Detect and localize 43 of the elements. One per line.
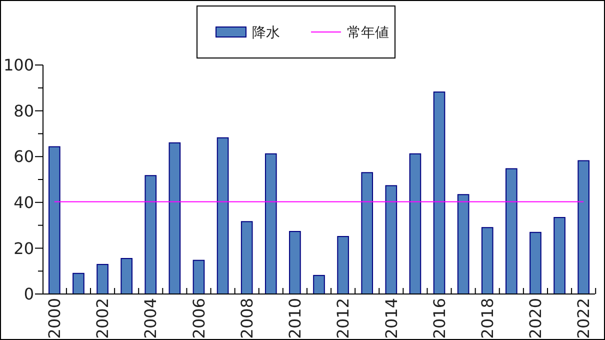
x-tick-label: 2012 — [334, 298, 353, 339]
x-tick-label: 2000 — [45, 298, 64, 339]
bar — [361, 172, 374, 294]
x-tick-label: 2002 — [93, 298, 112, 339]
x-tick-label: 2018 — [478, 298, 497, 339]
y-tick-label: 20 — [14, 238, 34, 258]
x-tick-label: 2014 — [382, 298, 401, 339]
bar — [96, 264, 108, 294]
bar — [72, 272, 84, 294]
bar — [506, 168, 518, 294]
bar — [120, 258, 132, 294]
bar — [530, 232, 542, 294]
y-tick-label: 40 — [14, 193, 34, 212]
bar — [409, 153, 422, 294]
bar — [313, 274, 325, 294]
bar — [385, 185, 398, 294]
x-tick-label: 2008 — [237, 298, 256, 339]
bar — [433, 92, 446, 294]
bar — [554, 217, 566, 294]
legend-label: 常年値 — [347, 24, 389, 41]
y-tick-label: 0 — [24, 284, 34, 304]
bar — [337, 236, 349, 294]
bar — [264, 153, 277, 294]
y-tick-label: 100 — [3, 56, 34, 75]
bar — [240, 221, 253, 294]
bar — [481, 227, 494, 294]
bar — [144, 175, 157, 294]
bar — [578, 160, 590, 294]
x-tick-label: 2022 — [574, 298, 594, 339]
y-tick-label: 60 — [14, 147, 34, 166]
bar — [457, 194, 470, 294]
bar — [168, 142, 181, 294]
bar — [48, 146, 60, 294]
bar — [216, 137, 229, 294]
x-tick-label: 2016 — [430, 298, 449, 339]
x-tick-label: 2010 — [286, 298, 305, 339]
legend-label: 降水 — [252, 24, 280, 41]
bar — [289, 230, 301, 294]
x-tick-label: 2020 — [526, 298, 546, 339]
bar — [192, 260, 205, 294]
x-tick-label: 2004 — [141, 298, 160, 339]
y-tick-label: 80 — [14, 101, 34, 120]
x-tick-label: 2006 — [189, 298, 208, 339]
